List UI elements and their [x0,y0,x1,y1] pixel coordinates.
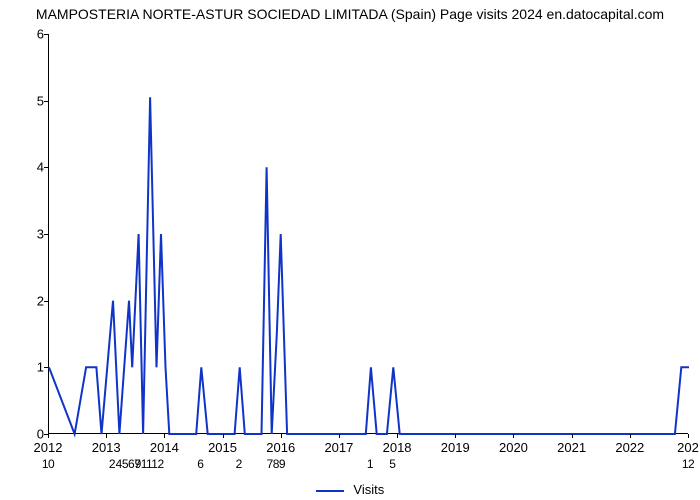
y-tick-label: 4 [14,160,44,175]
data-point-label: 12 [682,457,694,471]
x-tick-mark [630,434,631,438]
x-tick-mark [513,434,514,438]
x-tick-mark [48,434,49,438]
x-tick-label: 2021 [557,440,586,455]
legend-swatch [316,490,344,492]
y-tick-mark [44,101,48,102]
x-tick-label: 2019 [441,440,470,455]
chart-title: MAMPOSTERIA NORTE-ASTUR SOCIEDAD LIMITAD… [0,6,700,22]
x-tick-label: 2018 [383,440,412,455]
y-tick-label: 2 [14,293,44,308]
y-tick-mark [44,167,48,168]
x-tick-mark [164,434,165,438]
y-tick-mark [44,301,48,302]
data-point-label: 91112 [135,457,164,471]
legend-label: Visits [353,482,384,497]
data-point-label: 2 [236,457,242,471]
x-tick-label: 2013 [92,440,121,455]
y-tick-mark [44,34,48,35]
data-point-label: 2 [109,457,115,471]
x-tick-label: 2022 [615,440,644,455]
x-tick-mark [572,434,573,438]
x-tick-mark [223,434,224,438]
x-tick-label: 202 [677,440,699,455]
plot-area [48,34,688,434]
x-tick-mark [688,434,689,438]
data-point-label: 789 [267,457,286,471]
line-series-svg [49,34,689,434]
y-tick-label: 5 [14,93,44,108]
x-tick-mark [339,434,340,438]
y-tick-mark [44,234,48,235]
x-tick-label: 2017 [324,440,353,455]
x-tick-label: 2012 [34,440,63,455]
y-tick-mark [44,367,48,368]
data-point-label: 6 [197,457,203,471]
data-point-label: 10 [42,457,54,471]
x-tick-label: 2020 [499,440,528,455]
x-tick-mark [397,434,398,438]
data-point-label: 5 [389,457,395,471]
y-tick-label: 3 [14,227,44,242]
x-tick-label: 2016 [266,440,295,455]
y-tick-label: 6 [14,27,44,42]
x-tick-label: 2015 [208,440,237,455]
y-tick-label: 1 [14,360,44,375]
legend: Visits [0,482,700,497]
x-tick-mark [106,434,107,438]
x-tick-mark [281,434,282,438]
x-tick-label: 2014 [150,440,179,455]
chart-container: MAMPOSTERIA NORTE-ASTUR SOCIEDAD LIMITAD… [0,0,700,500]
x-tick-mark [455,434,456,438]
data-point-label: 1 [367,457,373,471]
